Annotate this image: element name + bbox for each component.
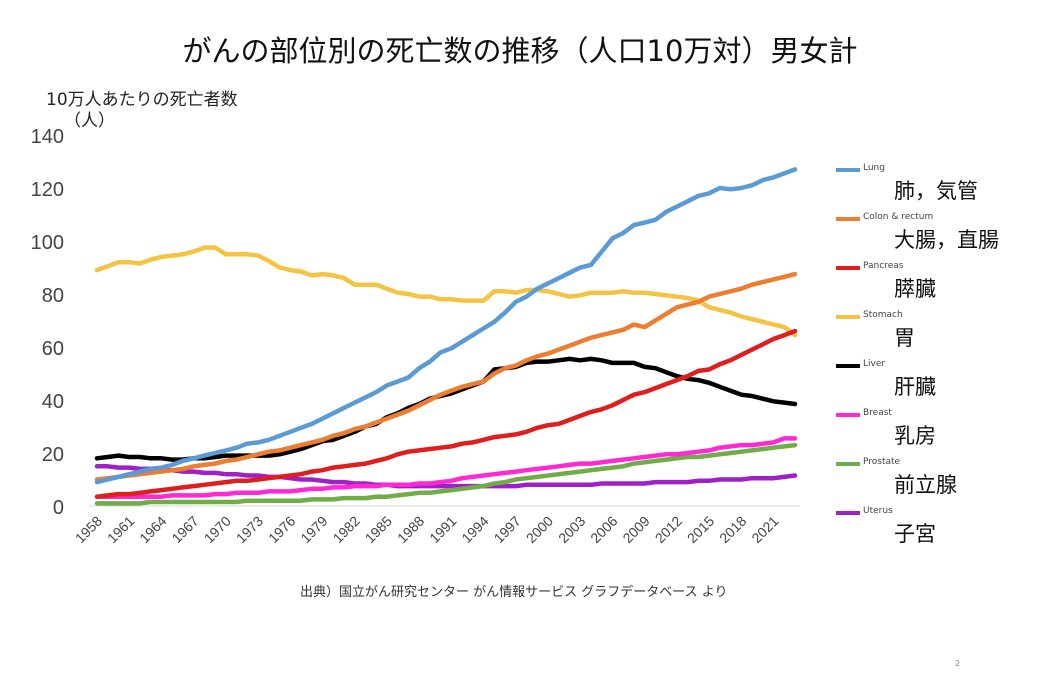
- legend-label-ja: 膵臓: [894, 277, 936, 301]
- page-number: 2: [955, 659, 961, 668]
- x-tick-label: 2021: [748, 513, 781, 546]
- legend-label-ja: 大腸，直腸: [894, 228, 999, 252]
- x-tick-label: 1976: [265, 513, 298, 546]
- legend-item: Stomach 胃: [836, 310, 1036, 359]
- legend-swatch: [836, 168, 860, 172]
- y-axis-label-line1: 10万人あたりの死亡者数: [46, 90, 238, 110]
- y-tick-label: 140: [31, 126, 64, 148]
- legend-item: Prostate 前立腺: [836, 457, 1036, 506]
- legend-item: Colon & rectum 大腸，直腸: [836, 212, 1036, 261]
- y-tick-label: 80: [42, 285, 64, 307]
- legend-label-en: Breast: [863, 408, 892, 418]
- x-tick-label: 2000: [523, 513, 556, 546]
- x-tick-label: 1979: [297, 513, 330, 546]
- x-tick-label: 1961: [104, 513, 137, 546]
- x-tick-label: 1982: [329, 513, 362, 546]
- x-tick-label: 1964: [136, 513, 169, 546]
- legend-swatch: [836, 315, 860, 319]
- series-line-uterus: [94, 464, 798, 489]
- x-tick-label: 1997: [491, 513, 524, 546]
- series-line-breast: [94, 436, 798, 499]
- series-line-lung: [94, 167, 798, 485]
- x-tick-label: 1970: [201, 513, 234, 546]
- x-tick-label: 1958: [72, 513, 105, 546]
- series-line-stomach: [94, 245, 798, 338]
- legend-label-ja: 子宮: [894, 522, 936, 546]
- legend-label-en: Colon & rectum: [863, 212, 934, 222]
- x-tick-label: 2009: [619, 513, 652, 546]
- x-tick-label: 1988: [394, 513, 427, 546]
- series-line-prostate: [94, 442, 798, 506]
- legend-label-en: Lung: [863, 163, 885, 173]
- y-tick-label: 40: [42, 391, 64, 413]
- x-tick-label: 1973: [233, 513, 266, 546]
- y-tick-label: 100: [31, 232, 64, 254]
- series-line-colon-rectum: [94, 271, 798, 482]
- legend-swatch: [836, 413, 860, 417]
- legend-item: Lung 肺，気管: [836, 163, 1036, 212]
- series-line-pancreas: [94, 328, 798, 499]
- x-tick-label: 1967: [168, 513, 201, 546]
- x-tick-label: 2012: [652, 513, 685, 546]
- y-tick-label: 20: [42, 444, 64, 466]
- x-tick-label: 1985: [362, 513, 395, 546]
- x-tick-label: 2003: [555, 513, 588, 546]
- legend-swatch: [836, 462, 860, 466]
- legend-label-en: Prostate: [863, 457, 901, 467]
- legend-swatch: [836, 266, 860, 270]
- y-axis-label-line2: （人）: [64, 111, 115, 131]
- legend-label-en: Uterus: [863, 506, 893, 516]
- legend-item: Liver 肝臓: [836, 359, 1036, 408]
- legend-swatch: [836, 511, 860, 515]
- legend-item: Uterus 子宮: [836, 506, 1036, 555]
- y-tick-label: 60: [42, 338, 64, 360]
- x-tick-label: 1994: [458, 513, 491, 546]
- y-axis-label: 10万人あたりの死亡者数 （人）: [46, 90, 238, 132]
- legend-swatch: [836, 364, 860, 368]
- legend-label-ja: 胃: [894, 326, 915, 350]
- legend-swatch: [836, 217, 860, 221]
- x-tick-label: 2018: [716, 513, 749, 546]
- legend-item: Pancreas 膵臓: [836, 261, 1036, 310]
- x-tick-label: 2006: [587, 513, 620, 546]
- legend-label-ja: 前立腺: [894, 473, 957, 497]
- legend-label-en: Liver: [863, 359, 886, 369]
- x-tick-label: 1991: [426, 513, 459, 546]
- y-tick-label: 120: [31, 179, 64, 201]
- chart-title: がんの部位別の死亡数の推移（人口10万対）男女計: [182, 34, 858, 68]
- legend-label-en: Pancreas: [863, 261, 904, 271]
- legend-item: Breast 乳房: [836, 408, 1036, 457]
- legend-label-en: Stomach: [863, 310, 903, 320]
- source-note: 出典）国立がん研究センター がん情報サービス グラフデータベース より: [300, 585, 728, 600]
- legend-label-ja: 肺，気管: [894, 179, 978, 203]
- legend-label-ja: 乳房: [894, 424, 936, 448]
- x-tick-label: 2015: [684, 513, 717, 546]
- legend-label-ja: 肝臓: [894, 375, 936, 399]
- y-tick-label: 0: [53, 497, 64, 519]
